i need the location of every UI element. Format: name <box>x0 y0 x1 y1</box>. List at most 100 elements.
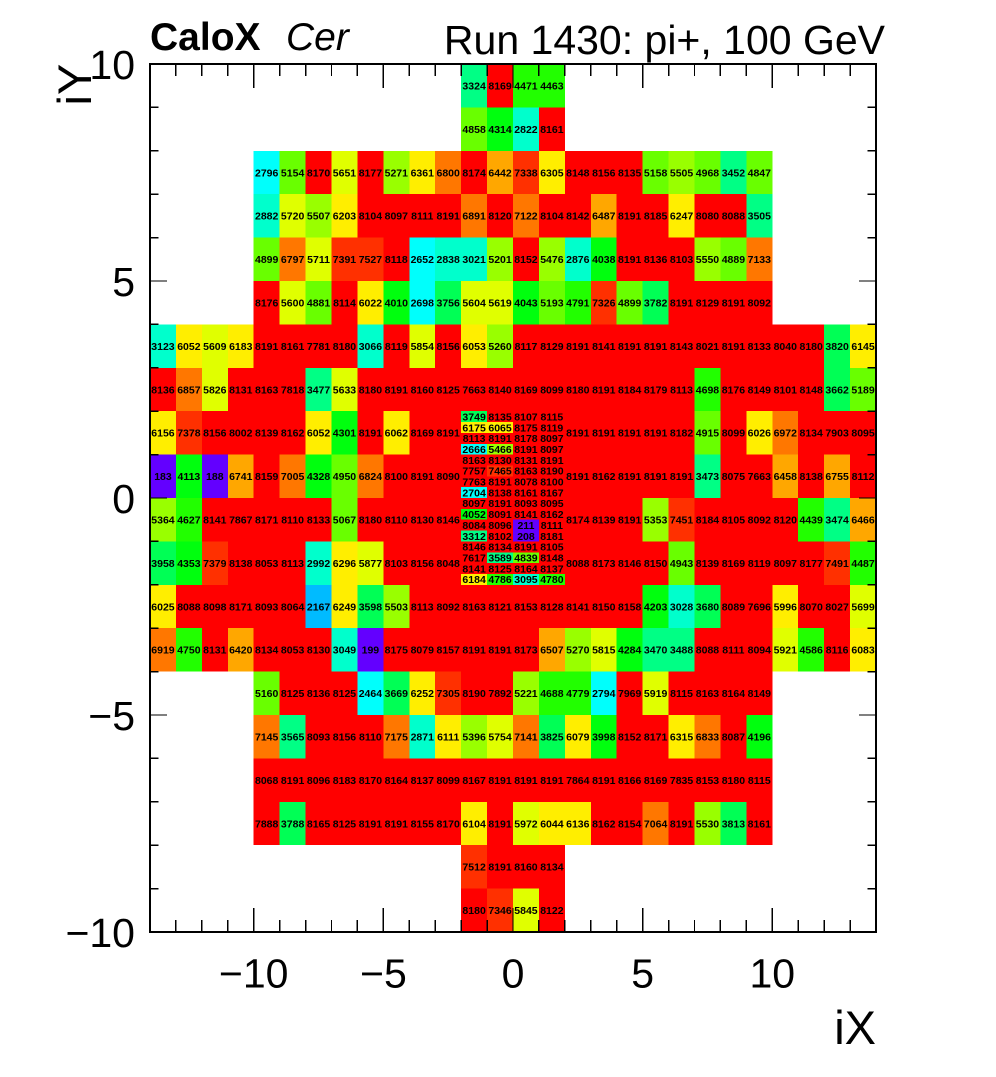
svg-text:8131: 8131 <box>229 384 253 396</box>
svg-text:8119: 8119 <box>385 341 408 353</box>
svg-text:8105: 8105 <box>540 542 564 554</box>
svg-text:8103: 8103 <box>670 254 694 266</box>
svg-text:8110: 8110 <box>385 515 408 527</box>
svg-text:6857: 6857 <box>177 384 201 396</box>
svg-text:8191: 8191 <box>618 428 642 440</box>
svg-text:4353: 4353 <box>177 558 201 570</box>
svg-text:8170: 8170 <box>437 818 461 830</box>
svg-text:7763: 7763 <box>462 477 486 489</box>
svg-text:3028: 3028 <box>670 601 694 613</box>
svg-text:3589: 3589 <box>488 552 512 564</box>
svg-text:8120: 8120 <box>488 211 512 223</box>
svg-text:iY: iY <box>48 64 101 106</box>
svg-text:4779: 4779 <box>566 688 590 700</box>
svg-text:8191: 8191 <box>618 471 642 483</box>
svg-text:8162: 8162 <box>592 818 616 830</box>
svg-text:7064: 7064 <box>644 818 668 830</box>
svg-text:8166: 8166 <box>618 775 642 787</box>
svg-text:8150: 8150 <box>592 601 616 613</box>
svg-text:8162: 8162 <box>540 509 564 521</box>
svg-text:6053: 6053 <box>462 341 486 353</box>
svg-text:8101: 8101 <box>774 384 798 396</box>
svg-text:8161: 8161 <box>748 818 772 830</box>
svg-text:7379: 7379 <box>203 558 227 570</box>
svg-text:−10: −10 <box>65 910 135 956</box>
svg-text:8103: 8103 <box>385 558 409 570</box>
svg-text:6824: 6824 <box>359 471 383 483</box>
svg-text:7005: 7005 <box>281 471 305 483</box>
svg-text:8093: 8093 <box>307 732 331 744</box>
svg-text:7864: 7864 <box>566 775 590 787</box>
svg-text:3049: 3049 <box>333 645 357 657</box>
svg-text:8191: 8191 <box>281 775 305 787</box>
svg-text:8141: 8141 <box>566 601 590 613</box>
svg-text:8092: 8092 <box>437 601 461 613</box>
svg-text:6079: 6079 <box>566 732 590 744</box>
svg-text:8161: 8161 <box>281 341 305 353</box>
svg-text:6175: 6175 <box>462 422 486 434</box>
svg-text:8098: 8098 <box>203 601 227 613</box>
svg-text:5158: 5158 <box>644 167 668 179</box>
svg-text:5711: 5711 <box>307 254 330 266</box>
svg-text:8152: 8152 <box>618 732 642 744</box>
svg-text:6062: 6062 <box>385 428 409 440</box>
svg-text:0: 0 <box>502 951 525 997</box>
svg-text:8191: 8191 <box>488 818 512 830</box>
svg-text:7141: 7141 <box>514 732 538 744</box>
svg-text:5507: 5507 <box>307 211 331 223</box>
svg-text:8191: 8191 <box>566 341 590 353</box>
svg-text:3680: 3680 <box>696 601 720 613</box>
svg-text:4284: 4284 <box>618 645 642 657</box>
svg-text:8183: 8183 <box>333 775 357 787</box>
svg-text:7346: 7346 <box>488 905 512 917</box>
svg-text:6361: 6361 <box>411 167 435 179</box>
svg-text:5609: 5609 <box>203 341 227 353</box>
svg-text:6972: 6972 <box>774 428 798 440</box>
svg-text:7617: 7617 <box>462 552 486 564</box>
svg-text:7491: 7491 <box>825 558 849 570</box>
svg-text:8170: 8170 <box>359 775 383 787</box>
svg-text:7338: 7338 <box>514 167 538 179</box>
svg-text:8163: 8163 <box>696 688 720 700</box>
svg-text:8134: 8134 <box>540 862 564 874</box>
svg-text:6252: 6252 <box>411 688 435 700</box>
svg-text:5067: 5067 <box>333 515 357 527</box>
svg-text:5476: 5476 <box>540 254 564 266</box>
svg-text:8134: 8134 <box>255 645 279 657</box>
svg-text:8159: 8159 <box>255 471 279 483</box>
svg-text:3312: 3312 <box>462 531 486 543</box>
svg-text:8139: 8139 <box>592 515 616 527</box>
svg-text:8139: 8139 <box>696 558 720 570</box>
svg-text:8138: 8138 <box>229 558 253 570</box>
svg-text:8107: 8107 <box>514 411 538 423</box>
svg-text:8115: 8115 <box>540 411 563 423</box>
svg-text:8138: 8138 <box>488 487 512 499</box>
svg-text:8027: 8027 <box>825 601 849 613</box>
svg-text:3123: 3123 <box>151 341 175 353</box>
svg-text:8158: 8158 <box>618 601 642 613</box>
svg-text:8169: 8169 <box>644 775 668 787</box>
svg-text:4839: 4839 <box>514 552 538 564</box>
svg-text:8153: 8153 <box>514 601 538 613</box>
svg-text:8102: 8102 <box>488 531 512 543</box>
svg-text:7465: 7465 <box>488 466 512 478</box>
svg-text:7757: 7757 <box>462 466 486 478</box>
svg-text:8191: 8191 <box>488 498 512 510</box>
svg-text:6044: 6044 <box>540 818 564 830</box>
svg-text:8099: 8099 <box>540 384 564 396</box>
svg-text:8134: 8134 <box>800 428 824 440</box>
svg-text:8191: 8191 <box>411 471 435 483</box>
svg-text:10: 10 <box>749 951 795 997</box>
svg-text:6111: 6111 <box>437 732 459 744</box>
svg-text:8125: 8125 <box>437 384 461 396</box>
svg-text:8117: 8117 <box>515 341 538 353</box>
svg-text:6052: 6052 <box>307 428 331 440</box>
svg-text:8178: 8178 <box>514 433 538 445</box>
svg-text:8090: 8090 <box>437 471 461 483</box>
svg-text:8191: 8191 <box>437 428 461 440</box>
svg-text:3756: 3756 <box>437 298 461 310</box>
svg-text:8180: 8180 <box>566 384 590 396</box>
svg-text:5877: 5877 <box>359 558 383 570</box>
svg-text:4038: 4038 <box>592 254 616 266</box>
svg-text:8113: 8113 <box>670 384 693 396</box>
